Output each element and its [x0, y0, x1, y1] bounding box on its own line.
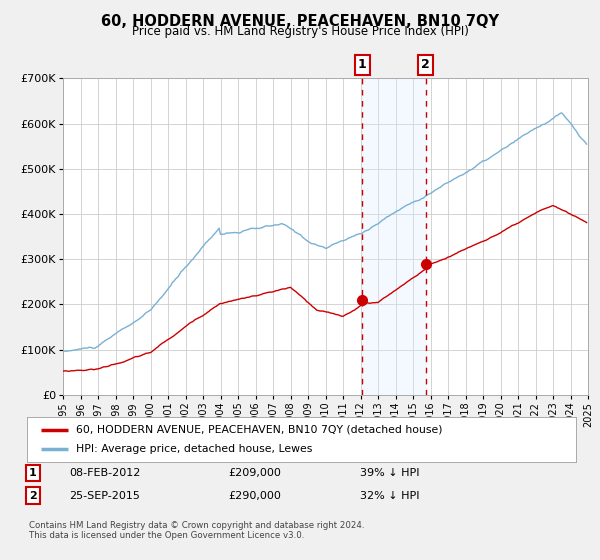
Text: 1: 1 [29, 468, 37, 478]
Text: £290,000: £290,000 [228, 491, 281, 501]
Text: 1: 1 [358, 58, 367, 72]
Text: 60, HODDERN AVENUE, PEACEHAVEN, BN10 7QY: 60, HODDERN AVENUE, PEACEHAVEN, BN10 7QY [101, 14, 499, 29]
Text: £209,000: £209,000 [228, 468, 281, 478]
Text: 32% ↓ HPI: 32% ↓ HPI [360, 491, 419, 501]
Text: 08-FEB-2012: 08-FEB-2012 [69, 468, 140, 478]
Text: 25-SEP-2015: 25-SEP-2015 [69, 491, 140, 501]
Text: 2: 2 [421, 58, 430, 72]
Text: 60, HODDERN AVENUE, PEACEHAVEN, BN10 7QY (detached house): 60, HODDERN AVENUE, PEACEHAVEN, BN10 7QY… [76, 424, 443, 435]
Text: Price paid vs. HM Land Registry's House Price Index (HPI): Price paid vs. HM Land Registry's House … [131, 25, 469, 38]
Text: 39% ↓ HPI: 39% ↓ HPI [360, 468, 419, 478]
Text: Contains HM Land Registry data © Crown copyright and database right 2024.
This d: Contains HM Land Registry data © Crown c… [29, 521, 364, 540]
Text: HPI: Average price, detached house, Lewes: HPI: Average price, detached house, Lewe… [76, 445, 313, 455]
Text: 2: 2 [29, 491, 37, 501]
Bar [362, 78, 426, 395]
